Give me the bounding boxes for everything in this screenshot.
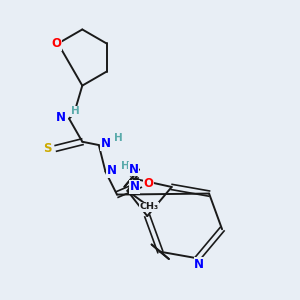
Text: H: H — [121, 160, 130, 170]
Text: N: N — [129, 163, 139, 176]
Text: H: H — [71, 106, 80, 116]
Text: H: H — [114, 133, 123, 143]
Text: N: N — [56, 111, 66, 124]
Text: N: N — [130, 180, 140, 194]
Text: N: N — [107, 164, 117, 177]
Text: N: N — [194, 258, 204, 271]
Text: O: O — [143, 176, 153, 190]
Text: CH₃: CH₃ — [140, 202, 158, 211]
Text: S: S — [44, 142, 52, 155]
Text: N: N — [100, 137, 110, 150]
Text: O: O — [51, 37, 61, 50]
